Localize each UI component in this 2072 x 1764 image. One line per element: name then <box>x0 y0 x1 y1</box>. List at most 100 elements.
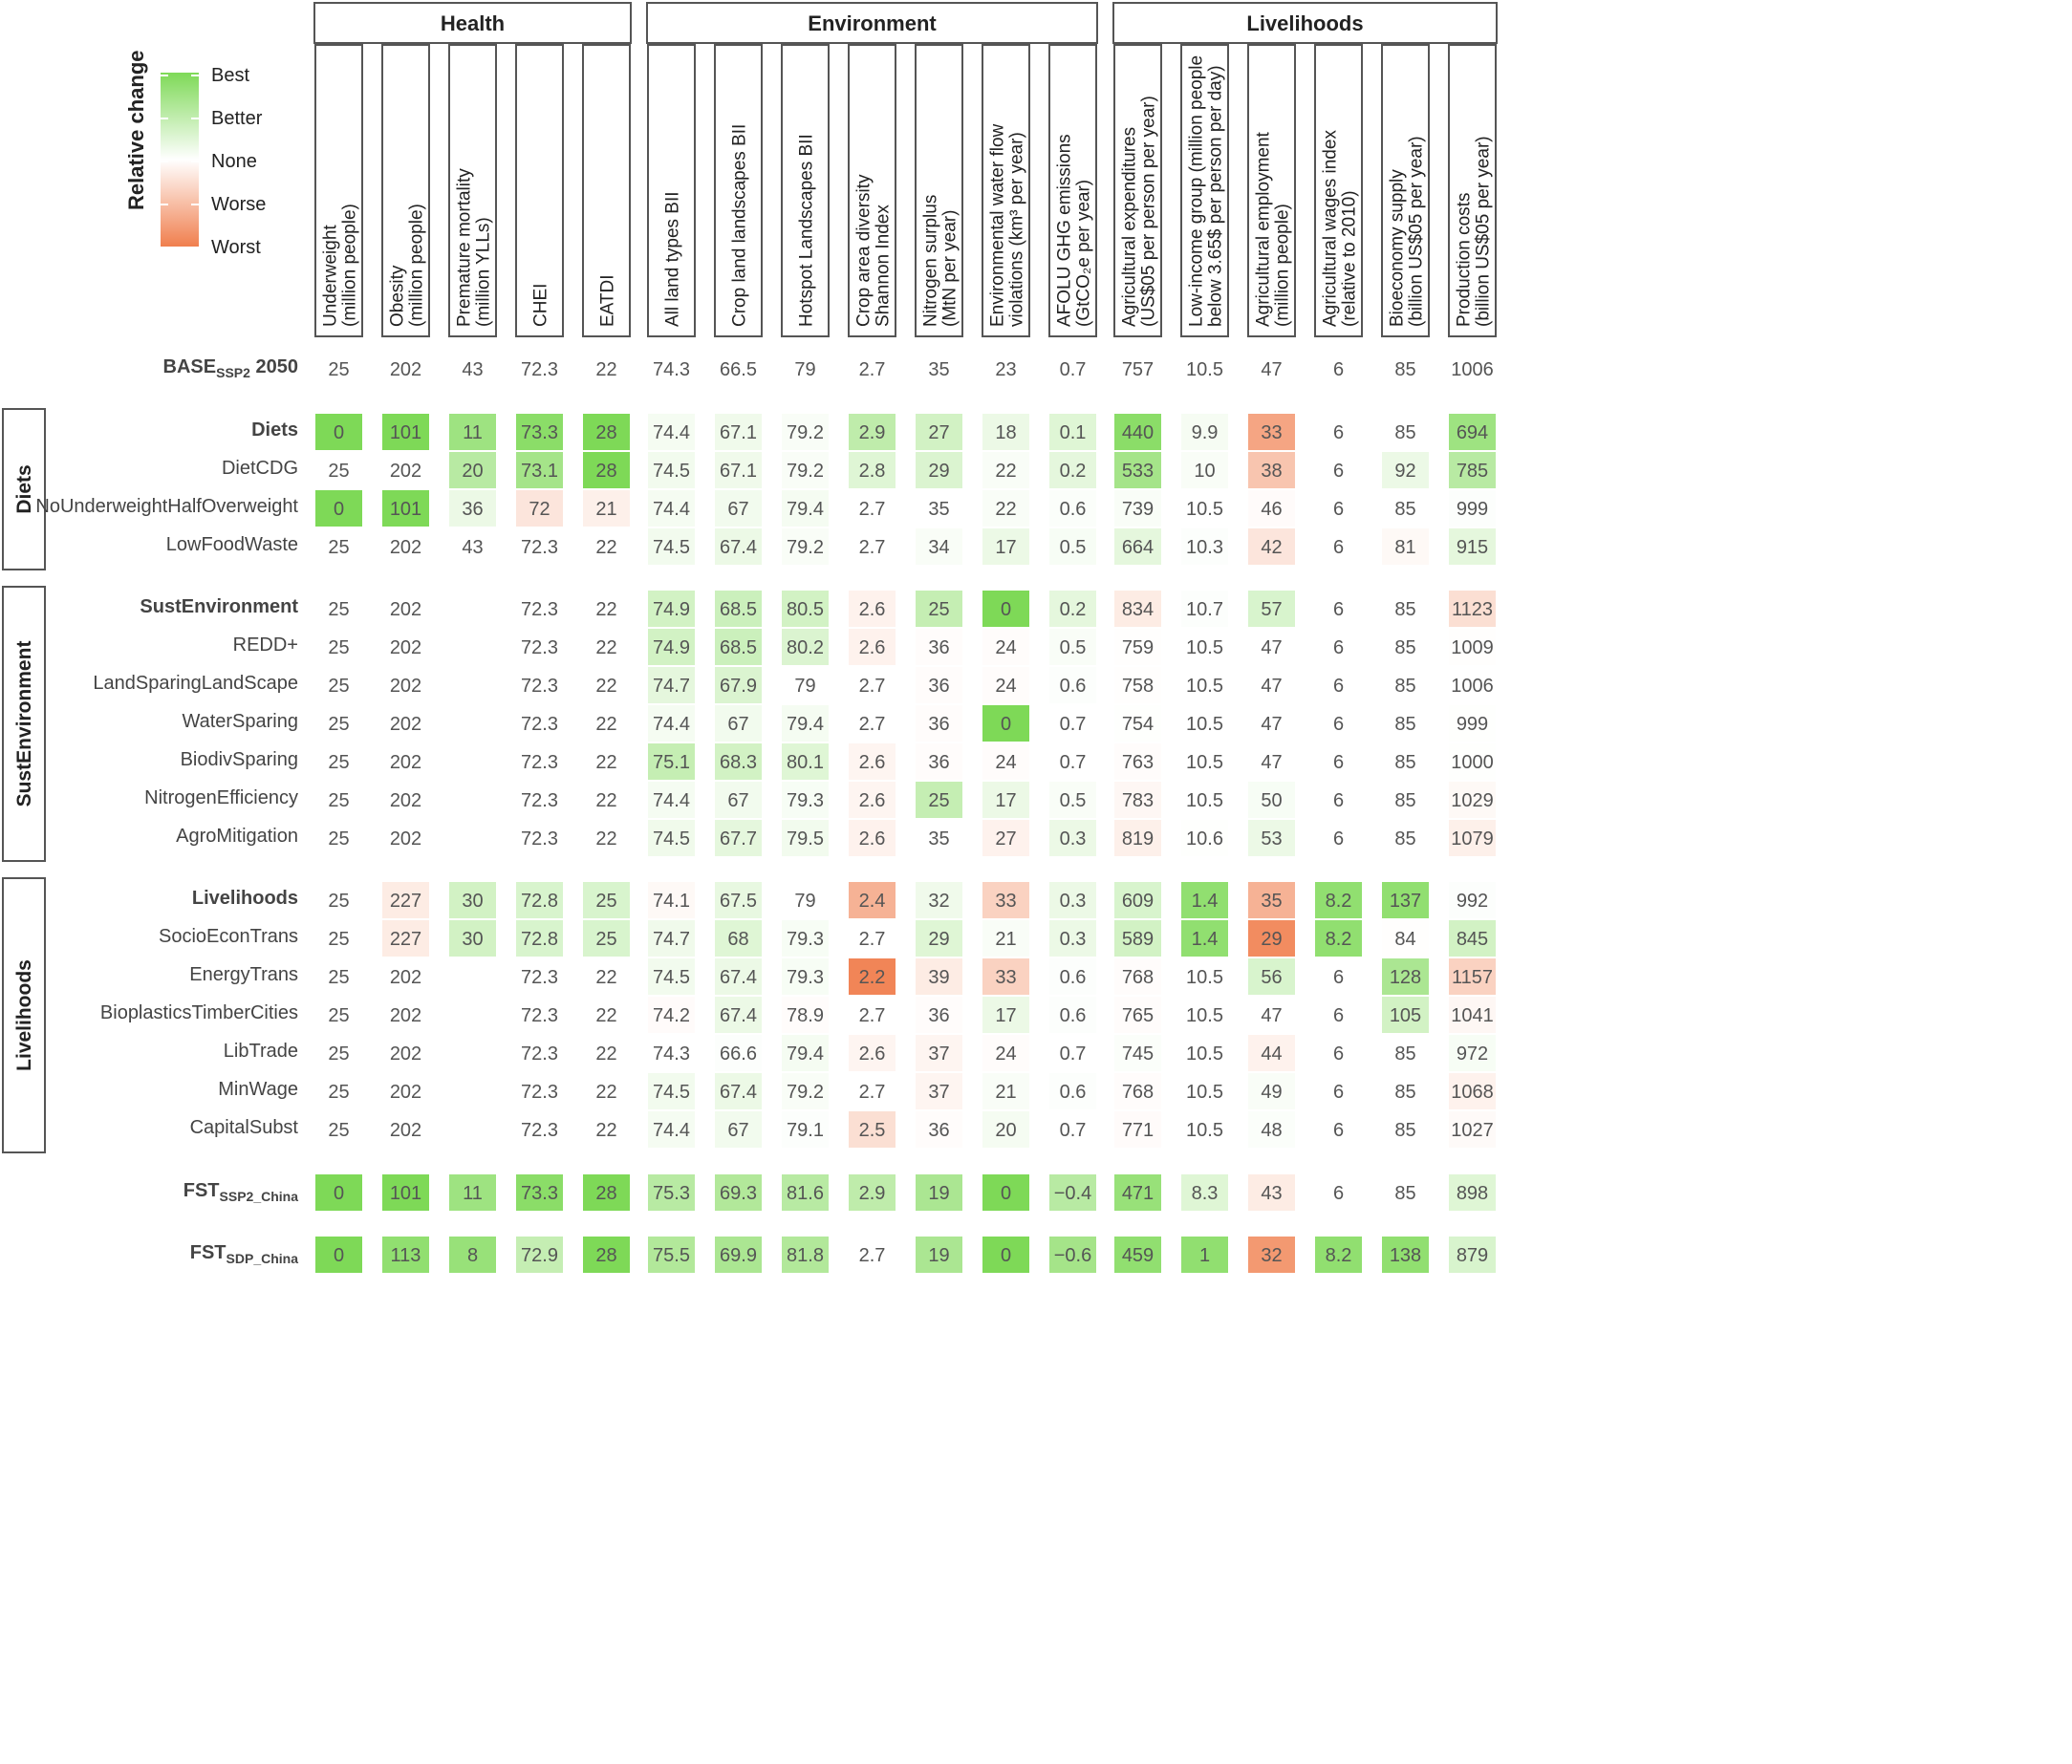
cell-value: 2.6 <box>859 1043 886 1065</box>
heatmap-cell <box>1049 452 1096 488</box>
group-header-label: Health <box>441 11 505 35</box>
heatmap-cell <box>1049 820 1096 856</box>
cell-value: 25 <box>928 599 949 620</box>
heatmap-cell <box>648 452 695 488</box>
heatmap-cell <box>382 920 429 957</box>
cell-value: 72.3 <box>521 637 558 658</box>
cell-value: 202 <box>390 637 421 658</box>
cell-value: 25 <box>328 752 349 773</box>
cell-value: 694 <box>1457 422 1488 443</box>
cell-value: 0.7 <box>1060 359 1087 380</box>
heatmap-cell <box>715 882 762 918</box>
heatmap-cell <box>715 705 762 742</box>
cell-value: 25 <box>328 461 349 482</box>
cell-value: 47 <box>1261 359 1282 380</box>
heatmap-cell <box>1248 452 1295 488</box>
cell-value: 22 <box>595 599 616 620</box>
heatmap-cell <box>583 882 630 918</box>
heatmap-cell <box>449 414 496 450</box>
cell-value: 36 <box>928 752 949 773</box>
cell-value: 72.9 <box>521 1245 558 1266</box>
row-label: SustEnvironment <box>140 596 298 617</box>
cell-value: 6 <box>1333 828 1344 850</box>
row-label: DietCDG <box>222 458 298 479</box>
cell-value: 1029 <box>1451 790 1494 811</box>
heatmap-cell <box>1049 667 1096 703</box>
heatmap-cell <box>648 743 695 780</box>
heatmap-cell <box>782 629 829 665</box>
column-header-label: Shannon Index <box>874 204 894 327</box>
heatmap-cell <box>1449 629 1496 665</box>
column-header-box <box>1314 44 1363 337</box>
column-header-16: Bioeconomy supply (billion US$05 per year… <box>1381 44 1430 337</box>
cell-value: 8.3 <box>1192 1183 1219 1204</box>
table-row: REDD+ 25 202 72.3 22 74.9 68.5 80.2 2.6 36 24 0.5 75… <box>233 629 1496 665</box>
cell-value: 2.2 <box>859 967 886 988</box>
heatmap-cell <box>982 705 1029 742</box>
heatmap-cell <box>648 528 695 565</box>
heatmap-cell <box>782 1111 829 1148</box>
heatmap-cell <box>715 452 762 488</box>
column-header-5: All land types BII <box>647 44 696 337</box>
column-header-label: EATDI <box>598 274 618 327</box>
row-label: WaterSparing <box>182 711 298 732</box>
cell-value: 33 <box>995 967 1016 988</box>
cell-value: 85 <box>1394 752 1415 773</box>
heatmap-cell <box>715 414 762 450</box>
table-row: AgroMitigation 25 202 72.3 22 74.5 67.7 79.5 2.6… <box>176 820 1496 856</box>
heatmap-cell <box>916 997 962 1033</box>
group-header-environment: Environment <box>646 2 1098 44</box>
row-label: Diets <box>251 419 298 441</box>
heatmap-cell <box>382 414 429 450</box>
heatmap-cell <box>648 882 695 918</box>
baseline-row: BASESSP2 2050 25 202 43 72.3 22 74.3 66.5 79 2.7 3… <box>163 356 1494 380</box>
heatmap-cell <box>1248 820 1295 856</box>
cell-value: 74.5 <box>653 537 690 558</box>
heatmap-cell <box>982 1237 1029 1273</box>
cell-value: 1027 <box>1451 1120 1494 1141</box>
cell-value: 74.5 <box>653 1082 690 1103</box>
heatmap-cell <box>1248 1174 1295 1211</box>
column-header-box <box>582 44 631 337</box>
heatmap-cell <box>782 1035 829 1071</box>
column-header-2: Premature mortality (million YLLs) <box>448 44 497 337</box>
column-header-label: Bioeconomy supply <box>1388 169 1408 327</box>
heatmap-cell <box>1449 743 1496 780</box>
cell-value: 0.5 <box>1060 537 1087 558</box>
heatmap-cell <box>982 820 1029 856</box>
cell-value: 35 <box>928 499 949 520</box>
heatmap-cell <box>516 452 563 488</box>
heatmap-cell <box>449 452 496 488</box>
table-row: SocioEconTrans 25 227 30 72.8 25 74.7 68 79.3 2.7… <box>159 920 1496 957</box>
column-header-label: Environmental water flow <box>988 123 1008 327</box>
cell-value: 0.7 <box>1060 1120 1087 1141</box>
cell-value: 85 <box>1394 714 1415 735</box>
heatmap-cell <box>982 1073 1029 1109</box>
cell-value: 22 <box>995 461 1016 482</box>
cell-value: 22 <box>595 714 616 735</box>
heatmap-cell <box>715 997 762 1033</box>
heatmap-cell <box>1114 528 1161 565</box>
cell-value: 79.3 <box>787 967 824 988</box>
heatmap-cell <box>516 490 563 527</box>
heatmap-cell <box>849 591 896 627</box>
heatmap-cell <box>916 882 962 918</box>
cell-value: 22 <box>595 1082 616 1103</box>
cell-value: 0 <box>1001 1245 1011 1266</box>
row-label: NoUnderweightHalfOverweight <box>35 496 298 517</box>
cell-value: 10 <box>1194 461 1215 482</box>
cell-value: 21 <box>995 929 1016 950</box>
table-row: LibTrade 25 202 72.3 22 74.3 66.6 79.4 2.6 37 24 0.… <box>224 1035 1496 1071</box>
cell-value: 0.6 <box>1060 967 1087 988</box>
cell-value: 36 <box>928 676 949 697</box>
cell-value: 17 <box>995 790 1016 811</box>
cell-value: 128 <box>1390 967 1421 988</box>
table-row: BioplasticsTimberCities 25 202 72.3 22 74.2 67… <box>100 997 1496 1033</box>
row-label: BiodivSparing <box>181 749 298 770</box>
cell-value: 43 <box>462 359 483 380</box>
heatmap-cell <box>916 1073 962 1109</box>
heatmap-cell <box>1049 629 1096 665</box>
row-label: LibTrade <box>224 1041 298 1062</box>
cell-value: 898 <box>1457 1183 1488 1204</box>
section-sustenvironment: SustEnvironment <box>2 586 46 862</box>
